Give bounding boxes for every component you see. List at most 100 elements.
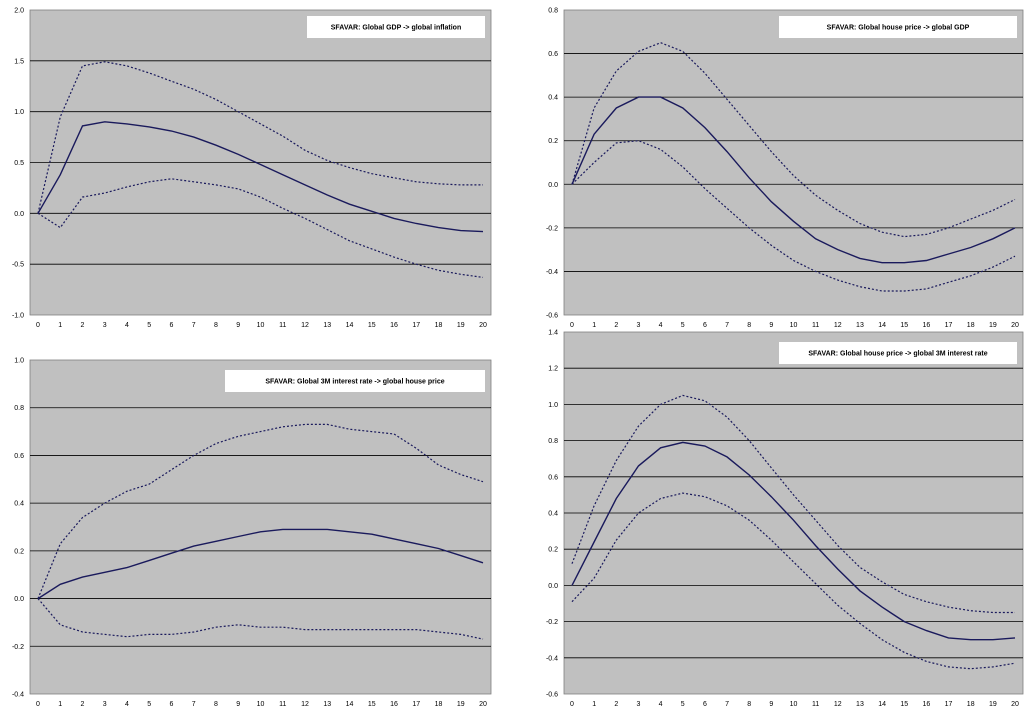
y-tick-label: 0.8 <box>548 8 558 15</box>
y-tick-label: 0.4 <box>548 511 558 518</box>
series-line-band <box>37 61 483 214</box>
x-tick-label: 10 <box>257 701 265 708</box>
chart-3: -0.4-0.20.00.20.40.60.81.00 1 2 3 4 5 6 7 8 9 10 11… <box>12 358 492 708</box>
y-tick-label: 0.6 <box>548 474 558 481</box>
x-tick-label: 11 <box>812 322 819 329</box>
x-tick-label: 3 <box>636 701 640 708</box>
x-tick-label: 13 <box>856 322 864 329</box>
x-tick-label: 18 <box>435 322 443 329</box>
y-tick-label: 0.2 <box>14 548 24 555</box>
x-tick-label: 6 <box>703 322 707 329</box>
x-tick-label: 15 <box>900 322 908 329</box>
series-line-band <box>571 42 1016 238</box>
y-tick-label: 0.0 <box>14 211 24 218</box>
y-tick-label: 0.0 <box>14 596 24 603</box>
x-tick-label: 2 <box>81 322 85 329</box>
x-tick-label: 13 <box>856 701 864 708</box>
x-tick-label: 6 <box>703 701 707 708</box>
y-tick-label: 2.0 <box>14 8 24 15</box>
y-tick-label: 1.5 <box>14 58 24 65</box>
x-tick-label: 6 <box>170 701 174 708</box>
plot-area <box>563 9 1024 316</box>
series-line-band <box>571 394 1015 614</box>
x-tick-label: 7 <box>192 322 196 329</box>
x-tick-label: 2 <box>614 322 618 329</box>
x-tick-label: 5 <box>681 701 685 708</box>
x-tick-label: 7 <box>192 701 196 708</box>
x-tick-label: 5 <box>147 701 151 708</box>
x-tick-label: 17 <box>945 322 953 329</box>
x-tick-label: 14 <box>346 322 354 329</box>
x-tick-label: 10 <box>257 322 265 329</box>
x-tick-label: 14 <box>346 701 354 708</box>
y-tick-label: -0.2 <box>546 225 558 232</box>
x-tick-label: 19 <box>457 322 465 329</box>
x-tick-label: 17 <box>945 701 953 708</box>
x-tick-label: 19 <box>989 701 997 708</box>
series-line-band <box>37 598 484 640</box>
chart-title: SFAVAR: Global GDP -> global inflation <box>331 25 461 32</box>
series-line-band <box>37 423 484 599</box>
x-tick-label: 4 <box>659 322 663 329</box>
x-tick-label: 9 <box>236 322 240 329</box>
y-tick-label: 0.6 <box>548 51 558 58</box>
x-tick-label: 16 <box>390 701 398 708</box>
y-tick-label: -0.4 <box>546 269 558 276</box>
x-tick-label: 14 <box>878 701 886 708</box>
chart-title-box <box>779 342 1017 364</box>
x-tick-label: 20 <box>479 701 487 708</box>
y-tick-label: 1.0 <box>548 402 558 409</box>
x-tick-label: 20 <box>1011 701 1019 708</box>
y-tick-label: 0.6 <box>14 453 24 460</box>
y-tick-label: 0.8 <box>548 438 558 445</box>
x-tick-label: 1 <box>592 322 596 329</box>
x-tick-label: 18 <box>967 322 975 329</box>
x-tick-label: 4 <box>125 701 129 708</box>
x-tick-label: 9 <box>769 322 773 329</box>
x-tick-label: 16 <box>923 322 931 329</box>
chart-1: -1.0-0.50.00.51.01.52.00 1 2 3 4 5 6 7 8 9 10 11 12 1… <box>12 8 492 329</box>
x-tick-label: 8 <box>214 322 218 329</box>
series-line-estimate <box>37 121 484 233</box>
x-tick-label: 10 <box>790 701 798 708</box>
y-tick-label: 1.4 <box>548 330 558 337</box>
x-tick-label: 15 <box>368 701 376 708</box>
x-tick-label: 8 <box>747 701 751 708</box>
x-tick-label: 9 <box>769 701 773 708</box>
y-tick-label: 0.5 <box>14 160 24 167</box>
x-tick-label: 16 <box>923 701 931 708</box>
chart-2: -0.6-0.4-0.20.00.20.40.60.80 1 2 3 4 5 6 7 8 9 10 1… <box>546 8 1024 329</box>
y-tick-label: 0.2 <box>548 547 558 554</box>
chart-title: SFAVAR: Global house price -> global GDP <box>827 25 970 32</box>
x-tick-label: 16 <box>390 322 398 329</box>
series-line-band <box>571 492 1016 670</box>
x-tick-label: 5 <box>147 322 151 329</box>
series-line-estimate <box>571 96 1016 264</box>
chart-title: SFAVAR: Global house price -> global 3M … <box>808 351 987 358</box>
y-tick-label: -1.0 <box>12 313 24 320</box>
x-tick-label: 14 <box>878 322 886 329</box>
x-tick-label: 0 <box>570 322 574 329</box>
x-tick-label: 11 <box>279 322 286 329</box>
x-tick-label: 1 <box>58 322 62 329</box>
y-tick-label: 0.2 <box>548 138 558 145</box>
x-tick-label: 4 <box>125 322 129 329</box>
x-tick-label: 8 <box>747 322 751 329</box>
x-tick-label: 12 <box>301 322 309 329</box>
y-tick-label: -0.6 <box>546 313 558 320</box>
plot-area <box>29 359 492 695</box>
x-tick-label: 18 <box>435 701 443 708</box>
x-tick-label: 9 <box>236 701 240 708</box>
x-tick-label: 10 <box>790 322 798 329</box>
x-tick-label: 3 <box>103 322 107 329</box>
x-tick-label: 15 <box>368 322 376 329</box>
series-line-estimate <box>571 441 1016 641</box>
x-tick-label: 12 <box>834 701 842 708</box>
x-tick-label: 3 <box>636 322 640 329</box>
y-tick-label: -0.6 <box>546 692 558 699</box>
x-tick-label: 7 <box>725 322 729 329</box>
x-tick-label: 19 <box>989 322 997 329</box>
x-tick-label: 18 <box>967 701 975 708</box>
x-tick-label: 17 <box>412 322 420 329</box>
